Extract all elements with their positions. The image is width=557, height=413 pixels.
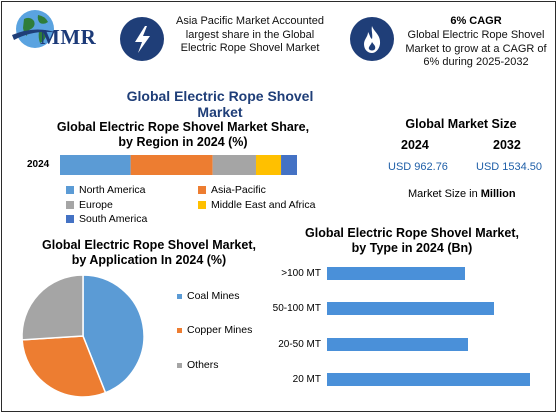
logo-text: MMR — [40, 25, 97, 49]
legend-label: Europe — [79, 199, 113, 211]
legend-label: South America — [79, 213, 148, 225]
region-legend-item-middle-east-and-africa: Middle East and Africa — [198, 199, 315, 211]
legend-label: North America — [79, 184, 146, 196]
legend-label: Copper Mines — [187, 324, 253, 336]
market-size-title: Global Market Size — [405, 117, 517, 131]
flame-circle — [350, 17, 394, 61]
legend-label: Others — [187, 359, 219, 371]
type-bar-100-mt — [327, 267, 465, 280]
market-year-2032: 2032 — [493, 138, 521, 152]
market-value-2024: USD 962.76 — [388, 161, 448, 173]
region-legend-item-europe: Europe — [66, 199, 113, 211]
type-category-label-100-mt: >100 MT — [281, 268, 321, 279]
legend-swatch — [66, 215, 74, 223]
region-bar-segment-south-america — [281, 155, 297, 175]
flame-icon — [364, 26, 381, 53]
region-bar-segment-asia-pacific — [130, 155, 213, 175]
legend-swatch — [177, 293, 182, 299]
type-bar-20-50-mt — [327, 338, 468, 351]
cagr-title: 6% CAGR — [450, 15, 502, 27]
type-category-label-20-50-mt: 20-50 MT — [278, 339, 321, 350]
market-size-unit-note: Market Size in Million — [408, 188, 516, 200]
legend-swatch — [198, 201, 206, 209]
type-bar-20-mt — [327, 373, 531, 386]
pie-slice-others — [21, 274, 84, 341]
legend-swatch — [198, 186, 206, 194]
lightning-bolt-icon — [135, 26, 150, 53]
legend-swatch — [177, 327, 182, 333]
type-category-label-20-mt: 20 MT — [292, 374, 321, 385]
legend-label: Asia-Pacific — [211, 184, 266, 196]
region-chart-title: Global Electric Rope Shovel Market Share… — [56, 120, 310, 149]
region-legend-item-north-america: North America — [66, 184, 146, 196]
blurb-asia-pacific: Asia Pacific Market Accounted largest sh… — [176, 15, 324, 54]
market-value-2032: USD 1534.50 — [476, 161, 543, 173]
pie-slice-coal-mines — [82, 274, 145, 394]
region-bar-year-label: 2024 — [27, 159, 50, 170]
type-category-label-50-100-mt: 50-100 MT — [272, 303, 321, 314]
pie-slice-copper-mines — [21, 335, 107, 398]
region-bar-segment-middle-east-and-africa — [255, 155, 282, 175]
region-bar-segment-europe — [212, 155, 256, 175]
region-bar-segment-north-america — [60, 155, 131, 175]
legend-label: Middle East and Africa — [211, 199, 316, 211]
type-bar-50-100-mt — [327, 302, 494, 315]
legend-swatch — [177, 362, 182, 368]
application-pie-chart — [21, 274, 145, 398]
lightning-circle — [120, 17, 164, 61]
unit-value: Million — [480, 188, 516, 200]
region-stacked-bar — [60, 155, 297, 175]
application-chart-title: Global Electric Rope Shovel Market, by A… — [42, 238, 256, 267]
market-year-2024: 2024 — [401, 138, 429, 152]
type-chart-title: Global Electric Rope Shovel Market, by T… — [305, 226, 519, 255]
legend-label: Coal Mines — [187, 290, 240, 302]
pie-legend-item-coal-mines: Coal Mines — [177, 290, 240, 302]
globe-logo-icon — [12, 10, 58, 48]
legend-swatch — [66, 186, 74, 194]
region-legend-item-asia-pacific: Asia-Pacific — [198, 184, 266, 196]
pie-legend-item-copper-mines: Copper Mines — [177, 324, 252, 336]
legend-swatch — [66, 201, 74, 209]
blurb-cagr: Global Electric Rope Shovel Market to gr… — [405, 29, 547, 68]
region-legend-item-south-america: South America — [66, 213, 147, 225]
unit-prefix: Market Size in — [408, 188, 481, 200]
main-title: Global Electric Rope Shovel Market — [126, 88, 314, 120]
pie-legend-item-others: Others — [177, 359, 219, 371]
